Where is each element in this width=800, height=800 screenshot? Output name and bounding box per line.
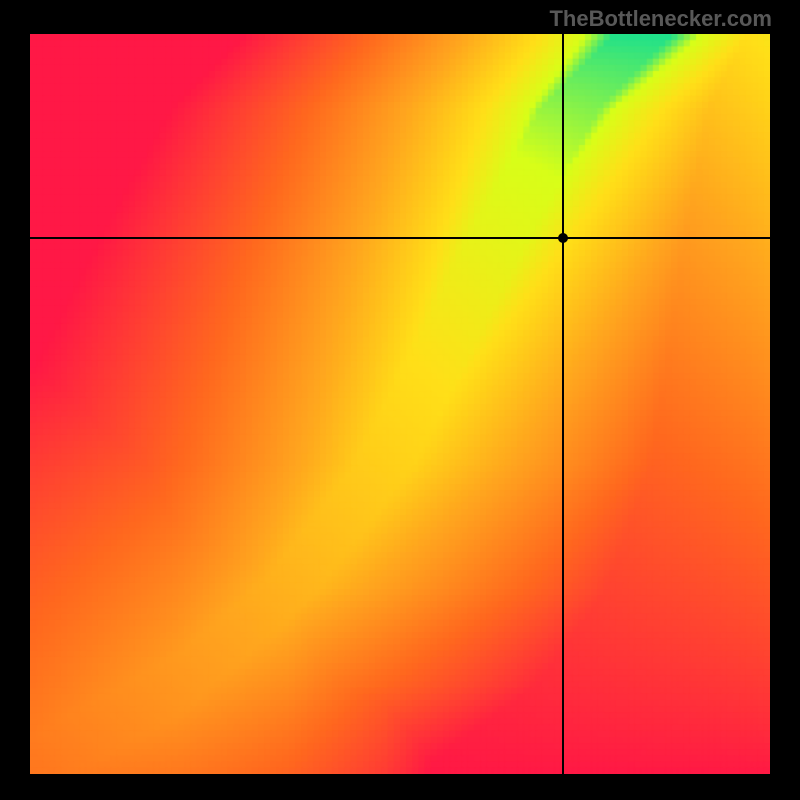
crosshair-vertical [562, 34, 564, 774]
crosshair-marker [558, 233, 568, 243]
watermark-text: TheBottlenecker.com [549, 6, 772, 32]
bottleneck-heatmap [30, 34, 770, 774]
root: TheBottlenecker.com [0, 0, 800, 800]
crosshair-horizontal [30, 237, 770, 239]
